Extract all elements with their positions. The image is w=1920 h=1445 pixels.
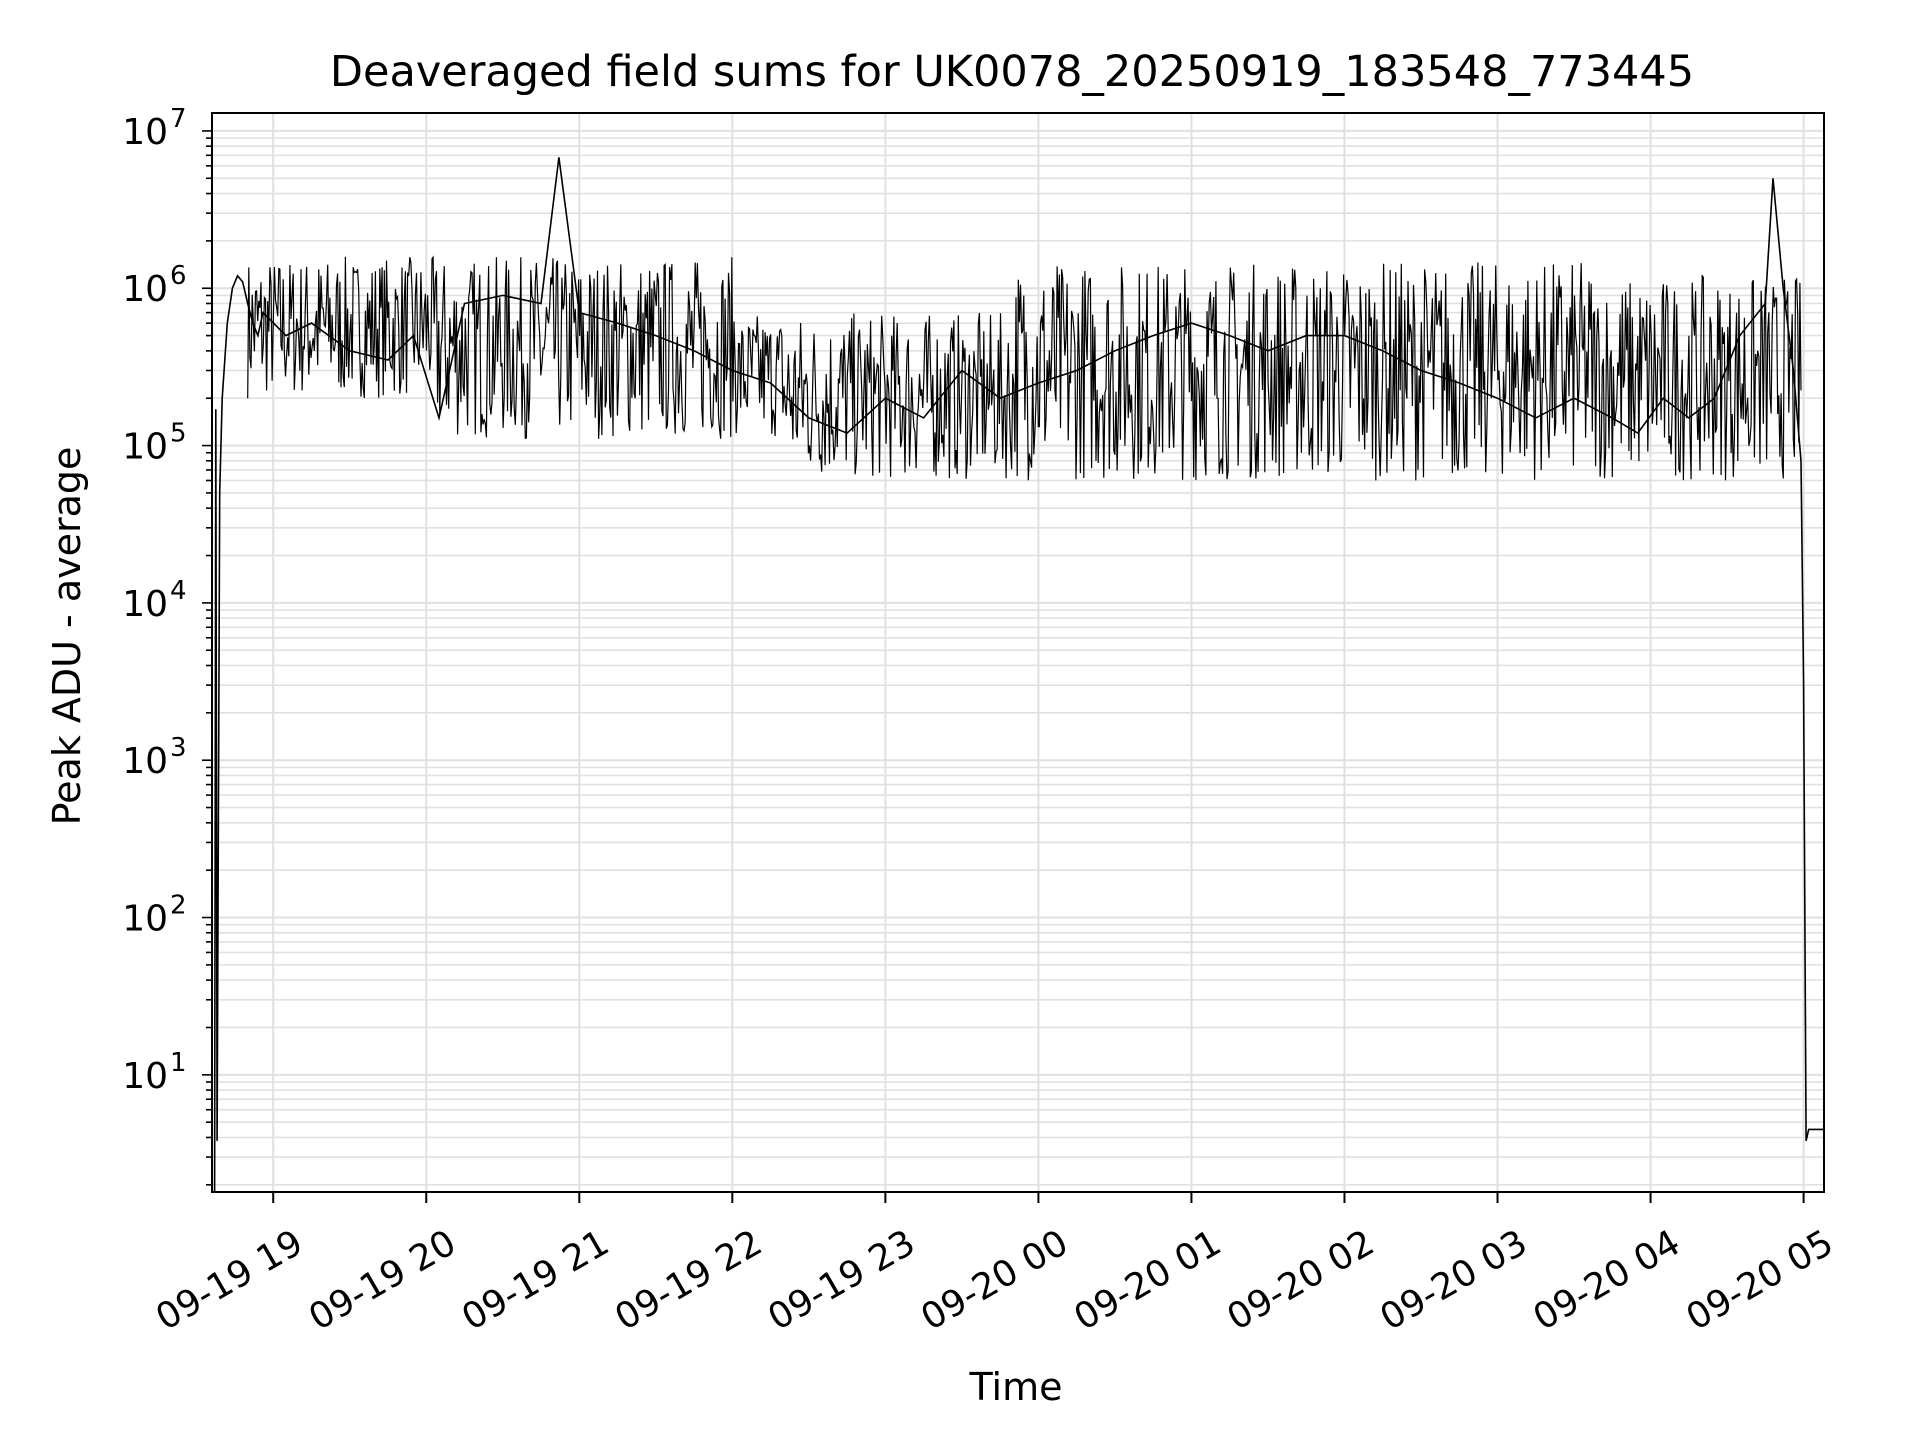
y-tick-label-exponent: 3 bbox=[170, 733, 187, 763]
y-tick-label: 10 bbox=[122, 899, 168, 940]
plot-frame bbox=[211, 112, 1825, 1193]
x-axis-label: Time bbox=[969, 1365, 1063, 1409]
grid bbox=[212, 113, 1824, 1192]
y-tick-label: 10 bbox=[122, 741, 168, 782]
series-noise-band bbox=[247, 255, 1802, 481]
y-tick-label-exponent: 6 bbox=[170, 261, 187, 291]
chart-title: Deaveraged field sums for UK0078_2025091… bbox=[330, 47, 1694, 97]
y-axis-label: Peak ADU - average bbox=[45, 447, 89, 826]
y-tick-label: 10 bbox=[122, 112, 168, 153]
y-tick-label: 10 bbox=[122, 584, 168, 625]
data-series bbox=[213, 157, 1824, 1193]
y-tick-label-exponent: 7 bbox=[170, 104, 187, 134]
y-tick-label-exponent: 4 bbox=[170, 576, 187, 606]
y-tick-label-exponent: 1 bbox=[170, 1048, 187, 1078]
y-tick-label: 10 bbox=[122, 1056, 168, 1097]
y-tick-label-exponent: 2 bbox=[170, 891, 187, 921]
y-tick-label-exponent: 5 bbox=[170, 419, 187, 449]
y-tick-label: 10 bbox=[122, 269, 168, 310]
y-tick-label: 10 bbox=[122, 427, 168, 468]
